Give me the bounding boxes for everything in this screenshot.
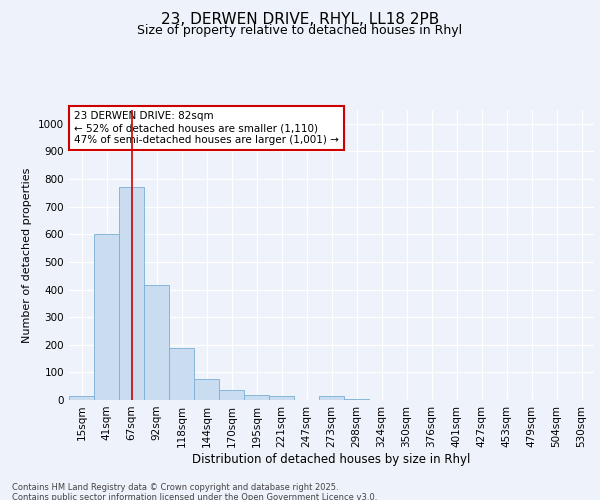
Bar: [244, 396, 269, 400]
Text: Contains HM Land Registry data © Crown copyright and database right 2025.
Contai: Contains HM Land Registry data © Crown c…: [12, 482, 377, 500]
Bar: [94, 234, 119, 400]
Bar: [144, 286, 169, 400]
Text: Size of property relative to detached houses in Rhyl: Size of property relative to detached ho…: [137, 24, 463, 37]
Y-axis label: Number of detached properties: Number of detached properties: [22, 168, 32, 342]
Bar: [319, 396, 344, 400]
Bar: [119, 188, 144, 400]
Text: 23, DERWEN DRIVE, RHYL, LL18 2PB: 23, DERWEN DRIVE, RHYL, LL18 2PB: [161, 12, 439, 28]
Bar: [194, 380, 219, 400]
Text: 23 DERWEN DRIVE: 82sqm
← 52% of detached houses are smaller (1,110)
47% of semi-: 23 DERWEN DRIVE: 82sqm ← 52% of detached…: [74, 112, 339, 144]
Bar: [344, 398, 369, 400]
Bar: [169, 348, 194, 400]
X-axis label: Distribution of detached houses by size in Rhyl: Distribution of detached houses by size …: [193, 452, 470, 466]
Bar: [69, 396, 94, 400]
Bar: [269, 396, 294, 400]
Bar: [219, 390, 244, 400]
